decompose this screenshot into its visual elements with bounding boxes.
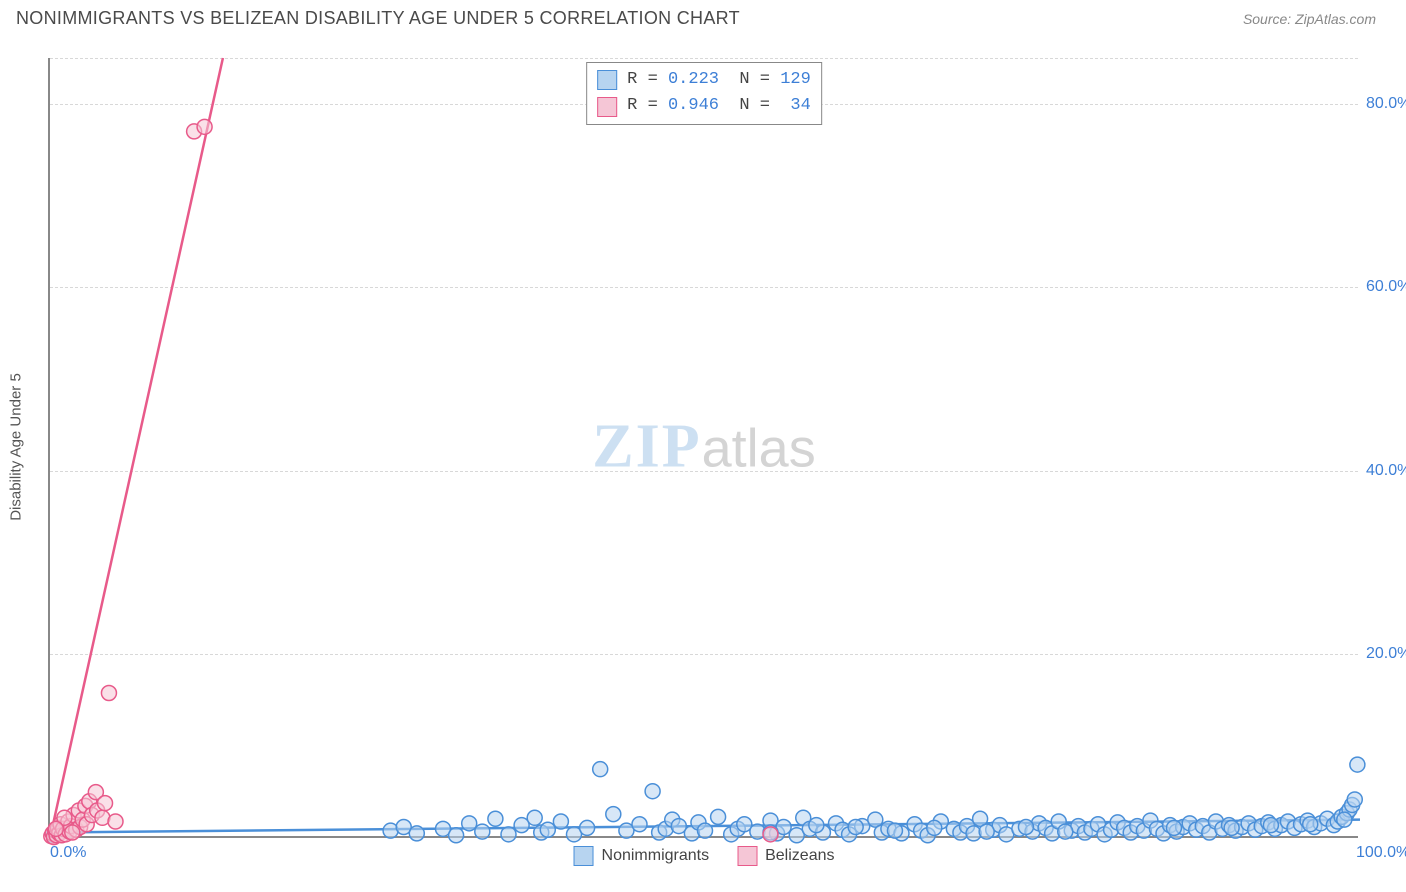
- legend-row: R = 0.223 N = 129: [597, 67, 811, 93]
- legend-item: Nonimmigrants: [574, 846, 710, 866]
- gridline: [50, 654, 1358, 655]
- source-label: Source: ZipAtlas.com: [1243, 11, 1376, 27]
- gridline: [50, 471, 1358, 472]
- y-axis-label: Disability Age Under 5: [8, 373, 25, 521]
- y-tick: 20.0%: [1366, 645, 1406, 663]
- legend-swatch: [574, 846, 594, 866]
- correlation-legend: R = 0.223 N = 129R = 0.946 N = 34: [586, 62, 822, 125]
- legend-item: Belizeans: [737, 846, 834, 866]
- gridline: [50, 58, 1358, 59]
- legend-stats: R = 0.223 N = 129: [627, 67, 811, 93]
- y-tick: 40.0%: [1366, 462, 1406, 480]
- legend-stats: R = 0.946 N = 34: [627, 93, 811, 119]
- y-tick: 80.0%: [1366, 95, 1406, 113]
- series-legend: Nonimmigrants Belizeans: [574, 846, 835, 866]
- legend-label: Nonimmigrants: [602, 847, 710, 865]
- x-tick-min: 0.0%: [50, 844, 86, 862]
- legend-label: Belizeans: [765, 847, 834, 865]
- legend-swatch: [597, 70, 617, 90]
- x-tick-max: 100.0%: [1356, 844, 1406, 862]
- plot-area: Disability Age Under 5 ZIPatlas 0.0% 100…: [48, 58, 1358, 838]
- chart-title: NONIMMIGRANTS VS BELIZEAN DISABILITY AGE…: [16, 8, 740, 29]
- legend-row: R = 0.946 N = 34: [597, 93, 811, 119]
- chart-svg: [50, 58, 1358, 836]
- legend-swatch: [597, 97, 617, 117]
- header: NONIMMIGRANTS VS BELIZEAN DISABILITY AGE…: [0, 0, 1406, 37]
- legend-swatch: [737, 846, 757, 866]
- y-tick: 60.0%: [1366, 278, 1406, 296]
- gridline: [50, 287, 1358, 288]
